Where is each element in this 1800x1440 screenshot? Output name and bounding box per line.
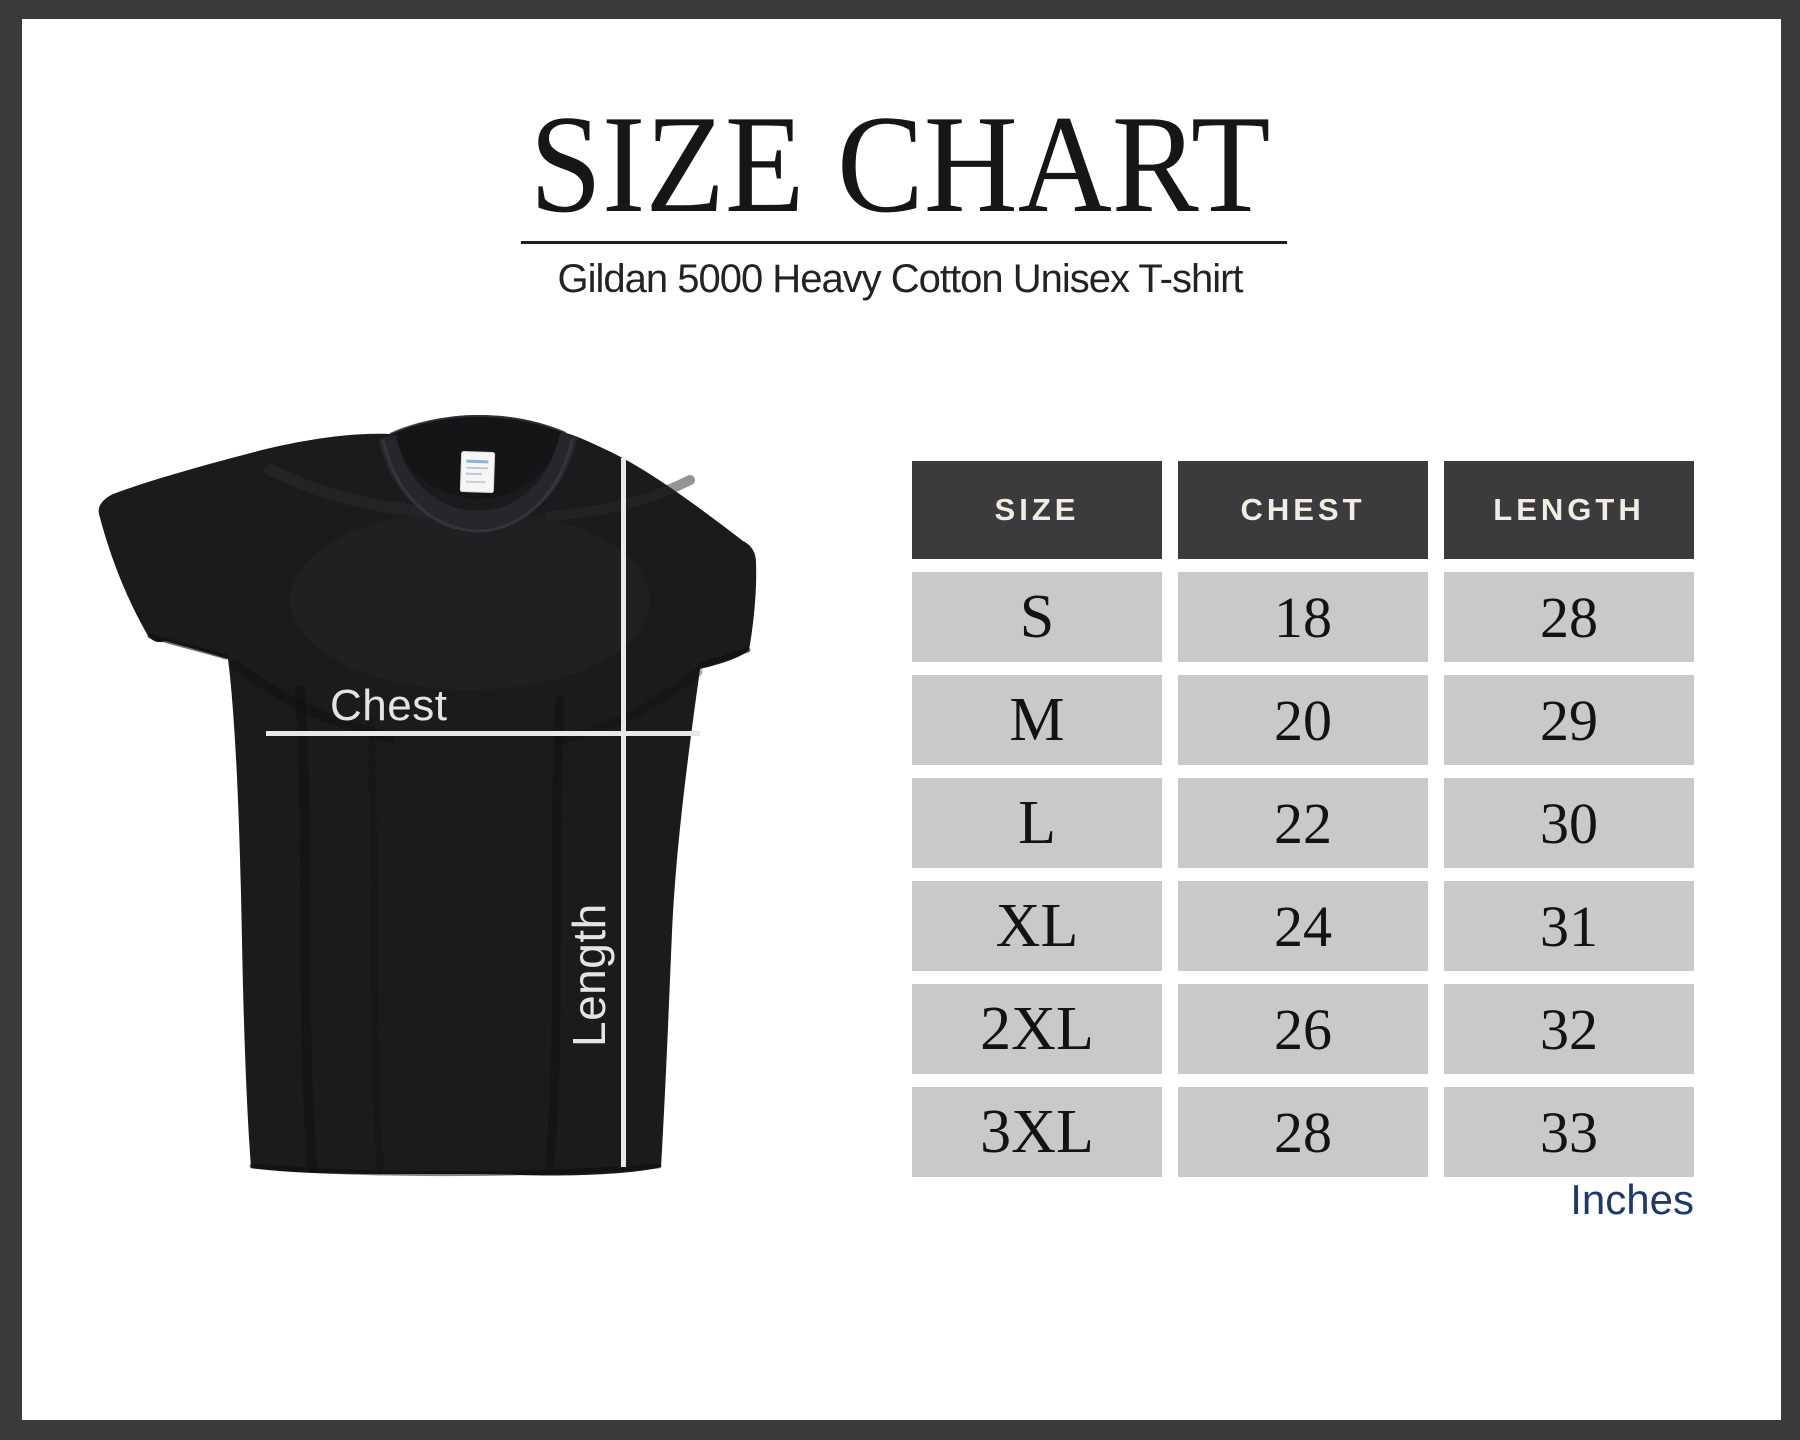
size-cell: S	[912, 572, 1162, 662]
size-table: SIZE CHEST LENGTH S 18 28 M 20 29 L 22 3…	[912, 461, 1694, 1177]
collar-band	[378, 432, 578, 530]
collar-seam	[381, 437, 575, 533]
column-header-size: SIZE	[912, 461, 1162, 559]
product-subtitle: Gildan 5000 Heavy Cotton Unisex T-shirt	[557, 257, 1243, 301]
size-cell: M	[912, 675, 1162, 765]
length-cell: 33	[1444, 1087, 1694, 1177]
size-cell: 3XL	[912, 1087, 1162, 1177]
fabric-folds	[147, 464, 751, 1177]
chest-cell: 28	[1178, 1087, 1428, 1177]
chest-measurement-label: Chest	[330, 681, 448, 730]
chest-cell: 26	[1178, 984, 1428, 1074]
column-header-length: LENGTH	[1444, 461, 1694, 559]
size-cell: L	[912, 778, 1162, 868]
size-cell: 2XL	[912, 984, 1162, 1074]
neck-tag	[459, 451, 496, 494]
chest-cell: 18	[1178, 572, 1428, 662]
chest-cell: 22	[1178, 778, 1428, 868]
page-title: SIZE CHART	[529, 87, 1271, 242]
title-underline	[521, 241, 1287, 244]
length-line	[621, 458, 626, 1167]
length-cell: 30	[1444, 778, 1694, 868]
chest-cell: 24	[1178, 881, 1428, 971]
size-cell: XL	[912, 881, 1162, 971]
collar-top-seam	[389, 414, 567, 435]
units-label: Inches	[1570, 1176, 1694, 1223]
chest-line	[266, 731, 700, 736]
length-cell: 28	[1444, 572, 1694, 662]
length-cell: 29	[1444, 675, 1694, 765]
chest-cell: 20	[1178, 675, 1428, 765]
length-cell: 31	[1444, 881, 1694, 971]
length-cell: 32	[1444, 984, 1694, 1074]
length-measurement-label: Length	[563, 903, 615, 1047]
tshirt-diagram	[98, 414, 757, 1177]
column-header-chest: CHEST	[1178, 461, 1428, 559]
